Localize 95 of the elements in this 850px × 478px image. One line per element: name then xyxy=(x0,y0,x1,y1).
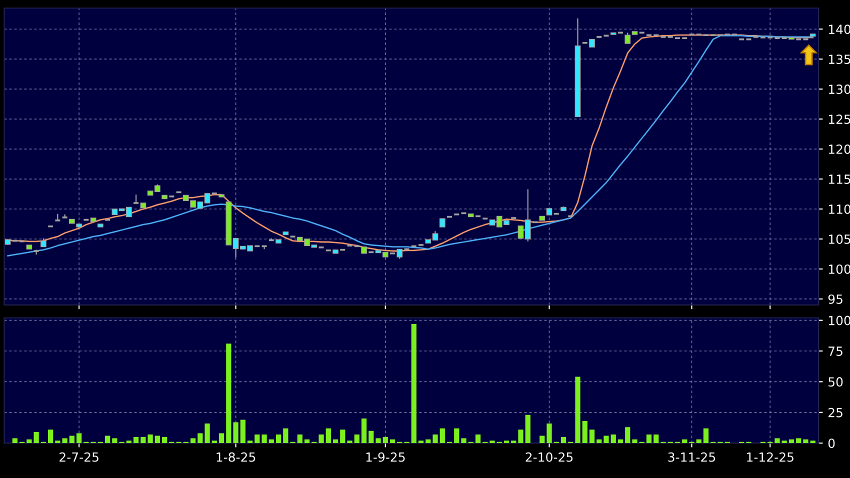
bar xyxy=(254,434,260,444)
x-tick-label: 1-9-25 xyxy=(366,452,405,462)
bar xyxy=(560,436,566,444)
bar xyxy=(418,440,424,444)
bar xyxy=(233,422,238,444)
x-tick-label: 2-10-25 xyxy=(526,452,573,462)
bar xyxy=(540,436,545,444)
bar xyxy=(368,430,374,444)
bar xyxy=(682,439,688,444)
bar xyxy=(297,434,302,444)
bar xyxy=(782,440,787,444)
bar xyxy=(582,421,588,444)
y-tick-label: 105 xyxy=(828,234,850,244)
bar xyxy=(226,344,232,444)
bar xyxy=(340,430,346,444)
bar xyxy=(774,438,780,444)
bar xyxy=(703,428,709,444)
bar xyxy=(454,428,460,444)
bar xyxy=(432,434,438,444)
bar xyxy=(133,436,139,444)
bar xyxy=(546,423,552,444)
bar xyxy=(589,430,595,444)
bar xyxy=(788,439,794,444)
bar xyxy=(268,439,274,444)
bar xyxy=(204,423,210,444)
bar xyxy=(304,439,310,444)
x-tick-label: 1-8-25 xyxy=(216,452,256,462)
y-tick-label: 135 xyxy=(828,54,850,64)
y-tick-label: 50 xyxy=(828,377,843,387)
bar xyxy=(596,439,602,444)
bar xyxy=(803,439,808,444)
bar xyxy=(12,438,18,444)
bar xyxy=(247,440,253,444)
bar xyxy=(240,420,246,444)
bar xyxy=(154,436,160,444)
bar xyxy=(190,438,196,444)
y-tick-label: 25 xyxy=(828,408,842,418)
bar xyxy=(140,436,146,444)
bar xyxy=(518,430,524,444)
bar xyxy=(618,439,624,444)
bar xyxy=(504,440,510,444)
y-tick-label: 75 xyxy=(828,346,842,356)
y-tick-label: 0 xyxy=(828,438,835,448)
bar xyxy=(48,430,54,444)
bar xyxy=(332,439,338,444)
bar xyxy=(575,376,580,444)
y-tick-label: 95 xyxy=(828,294,842,304)
bar xyxy=(276,434,282,444)
bar xyxy=(696,439,702,444)
x-tick-label: 2-7-25 xyxy=(60,452,98,462)
bar xyxy=(376,438,381,444)
bar xyxy=(55,440,60,444)
bar xyxy=(354,434,360,444)
bar xyxy=(604,436,609,444)
bar xyxy=(511,440,516,444)
bar xyxy=(262,434,267,444)
bar xyxy=(198,433,203,444)
bar xyxy=(112,438,118,444)
bar xyxy=(411,324,416,444)
x-tick-label: 1-12-25 xyxy=(747,452,794,462)
bar xyxy=(654,434,659,444)
candlestick xyxy=(624,32,631,44)
bar xyxy=(148,434,153,444)
bar xyxy=(625,427,630,444)
bar xyxy=(390,439,396,444)
y-tick-label: 125 xyxy=(828,114,850,124)
bar xyxy=(475,434,481,444)
bar xyxy=(104,436,110,444)
bar xyxy=(69,436,74,444)
y-tick-label: 115 xyxy=(828,174,850,184)
bar xyxy=(126,440,132,444)
bar xyxy=(796,438,802,444)
x-tick-label: 3-11-25 xyxy=(668,452,716,462)
bar xyxy=(440,428,445,444)
bar xyxy=(461,438,466,444)
bar xyxy=(632,439,638,444)
bar xyxy=(361,418,367,444)
bar xyxy=(318,434,324,444)
bar xyxy=(218,433,224,444)
bar xyxy=(646,434,652,444)
bar xyxy=(26,439,32,444)
bar xyxy=(382,436,388,444)
bar xyxy=(162,436,168,444)
bar xyxy=(347,440,352,444)
bar xyxy=(426,439,431,444)
bar xyxy=(212,440,217,444)
bar xyxy=(810,440,816,444)
bar xyxy=(525,414,530,444)
bar xyxy=(283,428,288,444)
bar xyxy=(610,434,616,444)
bar xyxy=(326,428,331,444)
bar xyxy=(62,438,68,444)
bar xyxy=(76,433,82,444)
bar xyxy=(490,440,495,444)
bar xyxy=(34,432,39,444)
